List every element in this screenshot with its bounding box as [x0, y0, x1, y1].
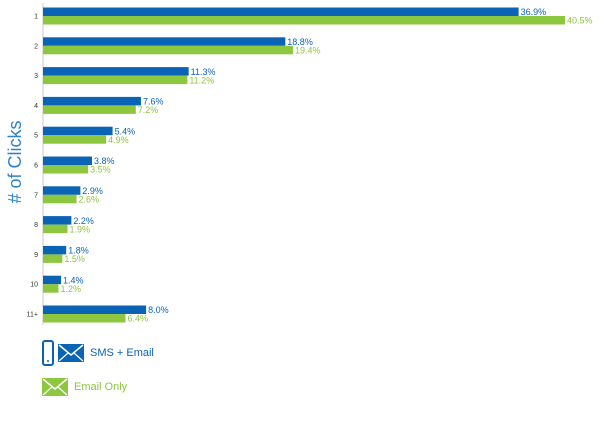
bar-email-only — [43, 284, 59, 293]
bar-sms-email — [43, 126, 113, 136]
data-label-sms-email: 1.8% — [68, 246, 89, 256]
bar-email-only — [43, 135, 107, 144]
data-label-sms-email: 8.0% — [148, 305, 169, 315]
bar-email-only — [43, 105, 136, 114]
data-label-email-only: 1.5% — [64, 254, 85, 264]
data-label-sms-email: 11.3% — [191, 67, 216, 77]
category-label: 8 — [34, 222, 38, 229]
bar-sms-email — [43, 245, 67, 255]
bar-sms-email — [43, 7, 519, 16]
bar-sms-email — [43, 216, 72, 225]
category-label: 5 — [34, 133, 38, 140]
category-label: 7 — [34, 192, 38, 199]
y-axis-label: # of Clicks — [5, 120, 25, 204]
bar-email-only — [43, 254, 63, 263]
category-label: 6 — [34, 163, 38, 170]
data-label-sms-email: 7.6% — [143, 97, 164, 107]
data-label-email-only: 19.4% — [295, 46, 321, 56]
bar-sms-email — [43, 156, 92, 165]
envelope-icon — [58, 344, 84, 362]
bar-email-only — [43, 16, 565, 25]
data-label-sms-email: 18.8% — [287, 37, 313, 47]
bar-email-only — [43, 75, 188, 85]
data-label-email-only: 1.2% — [60, 284, 81, 294]
bar-sms-email — [43, 275, 62, 285]
data-label-sms-email: 1.4% — [63, 275, 84, 285]
data-label-sms-email: 3.8% — [94, 156, 115, 166]
category-label: 3 — [34, 73, 38, 80]
data-label-sms-email: 36.9% — [521, 7, 547, 17]
legend-label-email-only: Email Only — [74, 381, 128, 393]
category-label: 4 — [34, 103, 38, 110]
legend-item-email-only: Email Only — [42, 378, 127, 396]
envelope-icon — [42, 378, 68, 396]
data-label-email-only: 40.5% — [567, 16, 593, 26]
bar-email-only — [43, 194, 77, 204]
bar-email-only — [43, 45, 294, 55]
category-label: 2 — [34, 43, 38, 50]
legend-item-sms-email: SMS + Email — [42, 340, 154, 366]
bar-email-only — [43, 314, 126, 323]
data-label-email-only: 2.6% — [79, 195, 100, 205]
bar-email-only — [43, 165, 89, 174]
data-label-email-only: 6.4% — [127, 314, 148, 324]
data-label-sms-email: 2.2% — [73, 216, 94, 226]
bar-sms-email — [43, 186, 81, 195]
data-label-sms-email: 2.9% — [82, 186, 103, 196]
bar-email-only — [43, 224, 68, 234]
legend-label-sms-email: SMS + Email — [90, 347, 154, 359]
bar-sms-email — [43, 67, 189, 76]
data-label-sms-email: 5.4% — [115, 126, 136, 136]
data-label-email-only: 7.2% — [138, 105, 159, 115]
category-label: 10 — [30, 282, 38, 289]
data-label-email-only: 1.9% — [69, 224, 90, 234]
bar-sms-email — [43, 305, 147, 314]
category-label: 1 — [34, 14, 38, 21]
data-label-email-only: 3.5% — [90, 165, 111, 175]
bar-sms-email — [43, 37, 286, 46]
category-label: 9 — [34, 252, 38, 259]
phone-icon — [42, 340, 54, 366]
bar-sms-email — [43, 96, 141, 106]
data-label-email-only: 4.9% — [108, 135, 129, 145]
category-label: 11+ — [27, 312, 38, 319]
data-label-email-only: 11.2% — [189, 75, 214, 85]
